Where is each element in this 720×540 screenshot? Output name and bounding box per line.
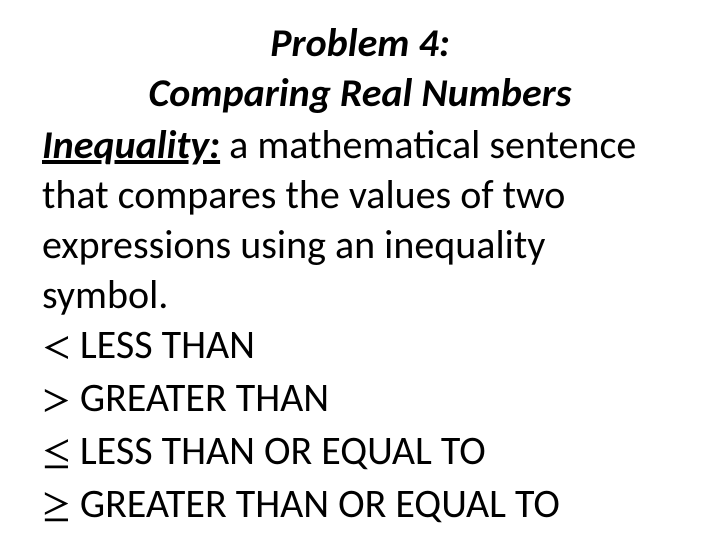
greater-equal-icon: ≥ <box>42 487 71 527</box>
symbol-label-3: GREATER THAN OR EQUAL TO <box>71 479 560 528</box>
less-equal-icon: ≤ <box>42 434 71 474</box>
symbol-row-0: < LESS THAN <box>42 320 678 373</box>
less-than-icon: < <box>42 328 71 368</box>
symbol-row-3: ≥ GREATER THAN OR EQUAL TO <box>42 479 678 532</box>
greater-than-icon: > <box>42 381 71 421</box>
title-line1: Problem 4: <box>42 18 678 68</box>
definition-term: Inequality: <box>42 120 220 169</box>
symbol-row-2: ≤ LESS THAN OR EQUAL TO <box>42 426 678 479</box>
symbol-label-2: LESS THAN OR EQUAL TO <box>71 426 486 475</box>
symbol-row-1: > GREATER THAN <box>42 373 678 426</box>
symbol-label-0: LESS THAN <box>71 320 255 369</box>
definition: Inequality: a mathematical sentence that… <box>42 120 678 320</box>
title-line2: Comparing Real Numbers <box>42 68 678 118</box>
symbol-label-1: GREATER THAN <box>71 373 329 422</box>
